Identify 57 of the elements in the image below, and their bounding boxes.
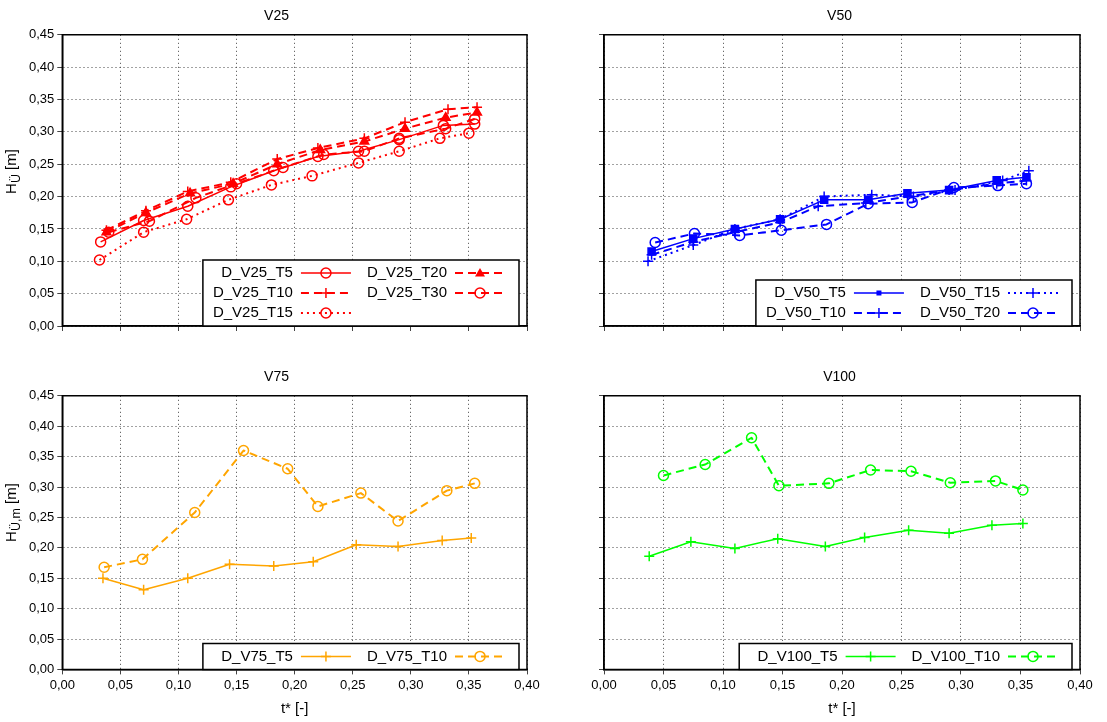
chart-title: V25 xyxy=(264,7,290,24)
x-tick-label: 0,20 xyxy=(281,676,308,692)
y-tick-label: 0,45 xyxy=(28,387,55,403)
x-tick-label: 0,00 xyxy=(49,676,75,692)
y-tick-label: 0,00 xyxy=(28,660,55,676)
legend-label: D_V100_T5 xyxy=(757,646,838,664)
y-tick-label: 0,30 xyxy=(28,478,55,494)
legend-label: D_V25_T5 xyxy=(221,263,293,281)
legend-label: D_V50_T15 xyxy=(919,283,1000,301)
x-tick-label: 0,25 xyxy=(340,676,366,692)
x-tick-label: 0,10 xyxy=(165,676,192,692)
y-tick-label: 0,05 xyxy=(28,630,55,646)
x-tick-label: 0,20 xyxy=(829,676,855,692)
y-tick-label: 0,05 xyxy=(28,285,55,301)
x-tick-label: 0,30 xyxy=(398,676,424,692)
chart-title: V75 xyxy=(264,368,290,385)
y-tick-label: 0,45 xyxy=(28,26,55,42)
x-tick-label: 0,05 xyxy=(107,676,134,692)
legend-label: D_V100_T10 xyxy=(911,646,1000,664)
chart-title: V100 xyxy=(823,368,857,385)
legend-label: D_V75_T5 xyxy=(221,646,293,664)
chart-title: V50 xyxy=(827,7,853,24)
x-tick-label: 0,25 xyxy=(888,676,915,692)
legend-label: D_V75_T10 xyxy=(366,646,447,664)
x-tick-label: 0,10 xyxy=(710,676,736,692)
y-tick-label: 0,25 xyxy=(28,508,55,524)
y-tick-label: 0,40 xyxy=(28,417,55,433)
legend-label: D_V50_T20 xyxy=(919,303,1000,321)
y-tick-label: 0,10 xyxy=(28,600,55,616)
y-tick-label: 0,25 xyxy=(28,155,55,171)
y-tick-label: 0,00 xyxy=(28,317,55,333)
x-tick-label: 0,15 xyxy=(223,676,250,692)
legend-label: D_V25_T20 xyxy=(366,263,447,281)
y-tick-label: 0,20 xyxy=(28,188,55,204)
x-tick-label: 0,00 xyxy=(591,676,617,692)
y-tick-label: 0,30 xyxy=(28,123,55,139)
y-tick-label: 0,10 xyxy=(28,252,55,268)
legend-label: D_V25_T15 xyxy=(212,303,293,321)
y-tick-label: 0,15 xyxy=(28,569,55,585)
y-tick-label: 0,40 xyxy=(28,58,55,74)
x-tick-label: 0,35 xyxy=(456,676,482,692)
x-tick-label: 0,15 xyxy=(769,676,796,692)
legend-label: D_V25_T30 xyxy=(366,283,447,301)
x-tick-label: 0,30 xyxy=(948,676,974,692)
x-tick-label: 0,35 xyxy=(1007,676,1034,692)
legend-label: D_V50_T10 xyxy=(765,303,846,321)
legend-label: D_V50_T5 xyxy=(774,283,846,301)
legend-label: D_V25_T10 xyxy=(212,283,293,301)
y-tick-label: 0,15 xyxy=(28,220,55,236)
x-tick-label: 0,40 xyxy=(1067,676,1093,692)
y-tick-label: 0,35 xyxy=(28,448,55,464)
x-axis-title: t* [-] xyxy=(280,699,309,717)
x-axis-title: t* [-] xyxy=(828,699,856,717)
x-tick-label: 0,05 xyxy=(650,676,677,692)
x-tick-label: 0,40 xyxy=(514,676,540,692)
y-tick-label: 0,35 xyxy=(28,91,55,107)
y-tick-label: 0,20 xyxy=(28,539,55,555)
